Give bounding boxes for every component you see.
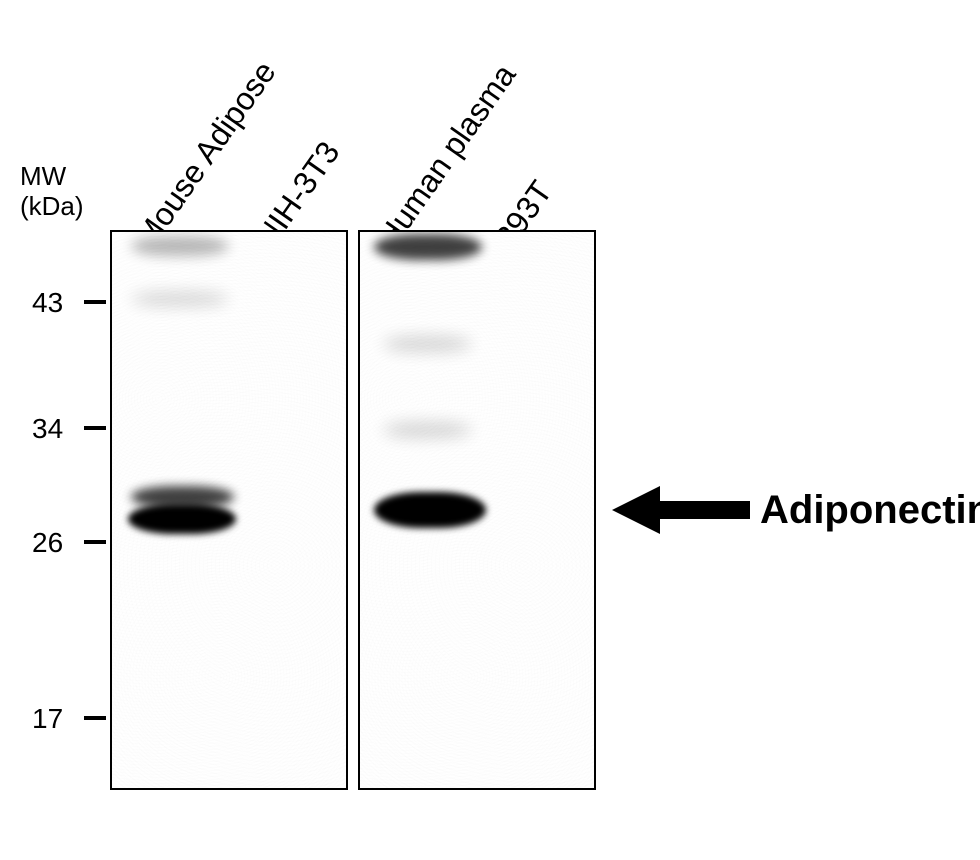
blot-panel-right [358, 230, 596, 790]
mw-tick-label-26: 26 [32, 528, 63, 559]
arrow-left-icon [612, 486, 750, 534]
blot-band [131, 292, 229, 306]
target-arrow-wrap: Adiponectin [612, 486, 980, 534]
blot-band [128, 504, 236, 534]
mw-header-line1: MW [20, 161, 66, 191]
blot-panel-left [110, 230, 348, 790]
mw-tick-34 [84, 426, 106, 430]
mw-header: MW (kDa) [20, 162, 84, 222]
blot-band [383, 422, 472, 438]
blot-band [374, 234, 482, 260]
mw-tick-label-43: 43 [32, 288, 63, 319]
blot-band [374, 492, 486, 528]
mw-header-line2: (kDa) [20, 191, 84, 221]
western-blot-figure: MW (kDa) Mouse Adipose NIH-3T3 Human pla… [0, 0, 980, 860]
mw-tick-label-17: 17 [32, 704, 63, 735]
mw-tick-43 [84, 300, 106, 304]
mw-tick-26 [84, 540, 106, 544]
target-label: Adiponectin [760, 488, 980, 533]
mw-tick-label-34: 34 [32, 414, 63, 445]
blot-band [383, 336, 472, 352]
blot-band [131, 236, 229, 256]
mw-tick-17 [84, 716, 106, 720]
